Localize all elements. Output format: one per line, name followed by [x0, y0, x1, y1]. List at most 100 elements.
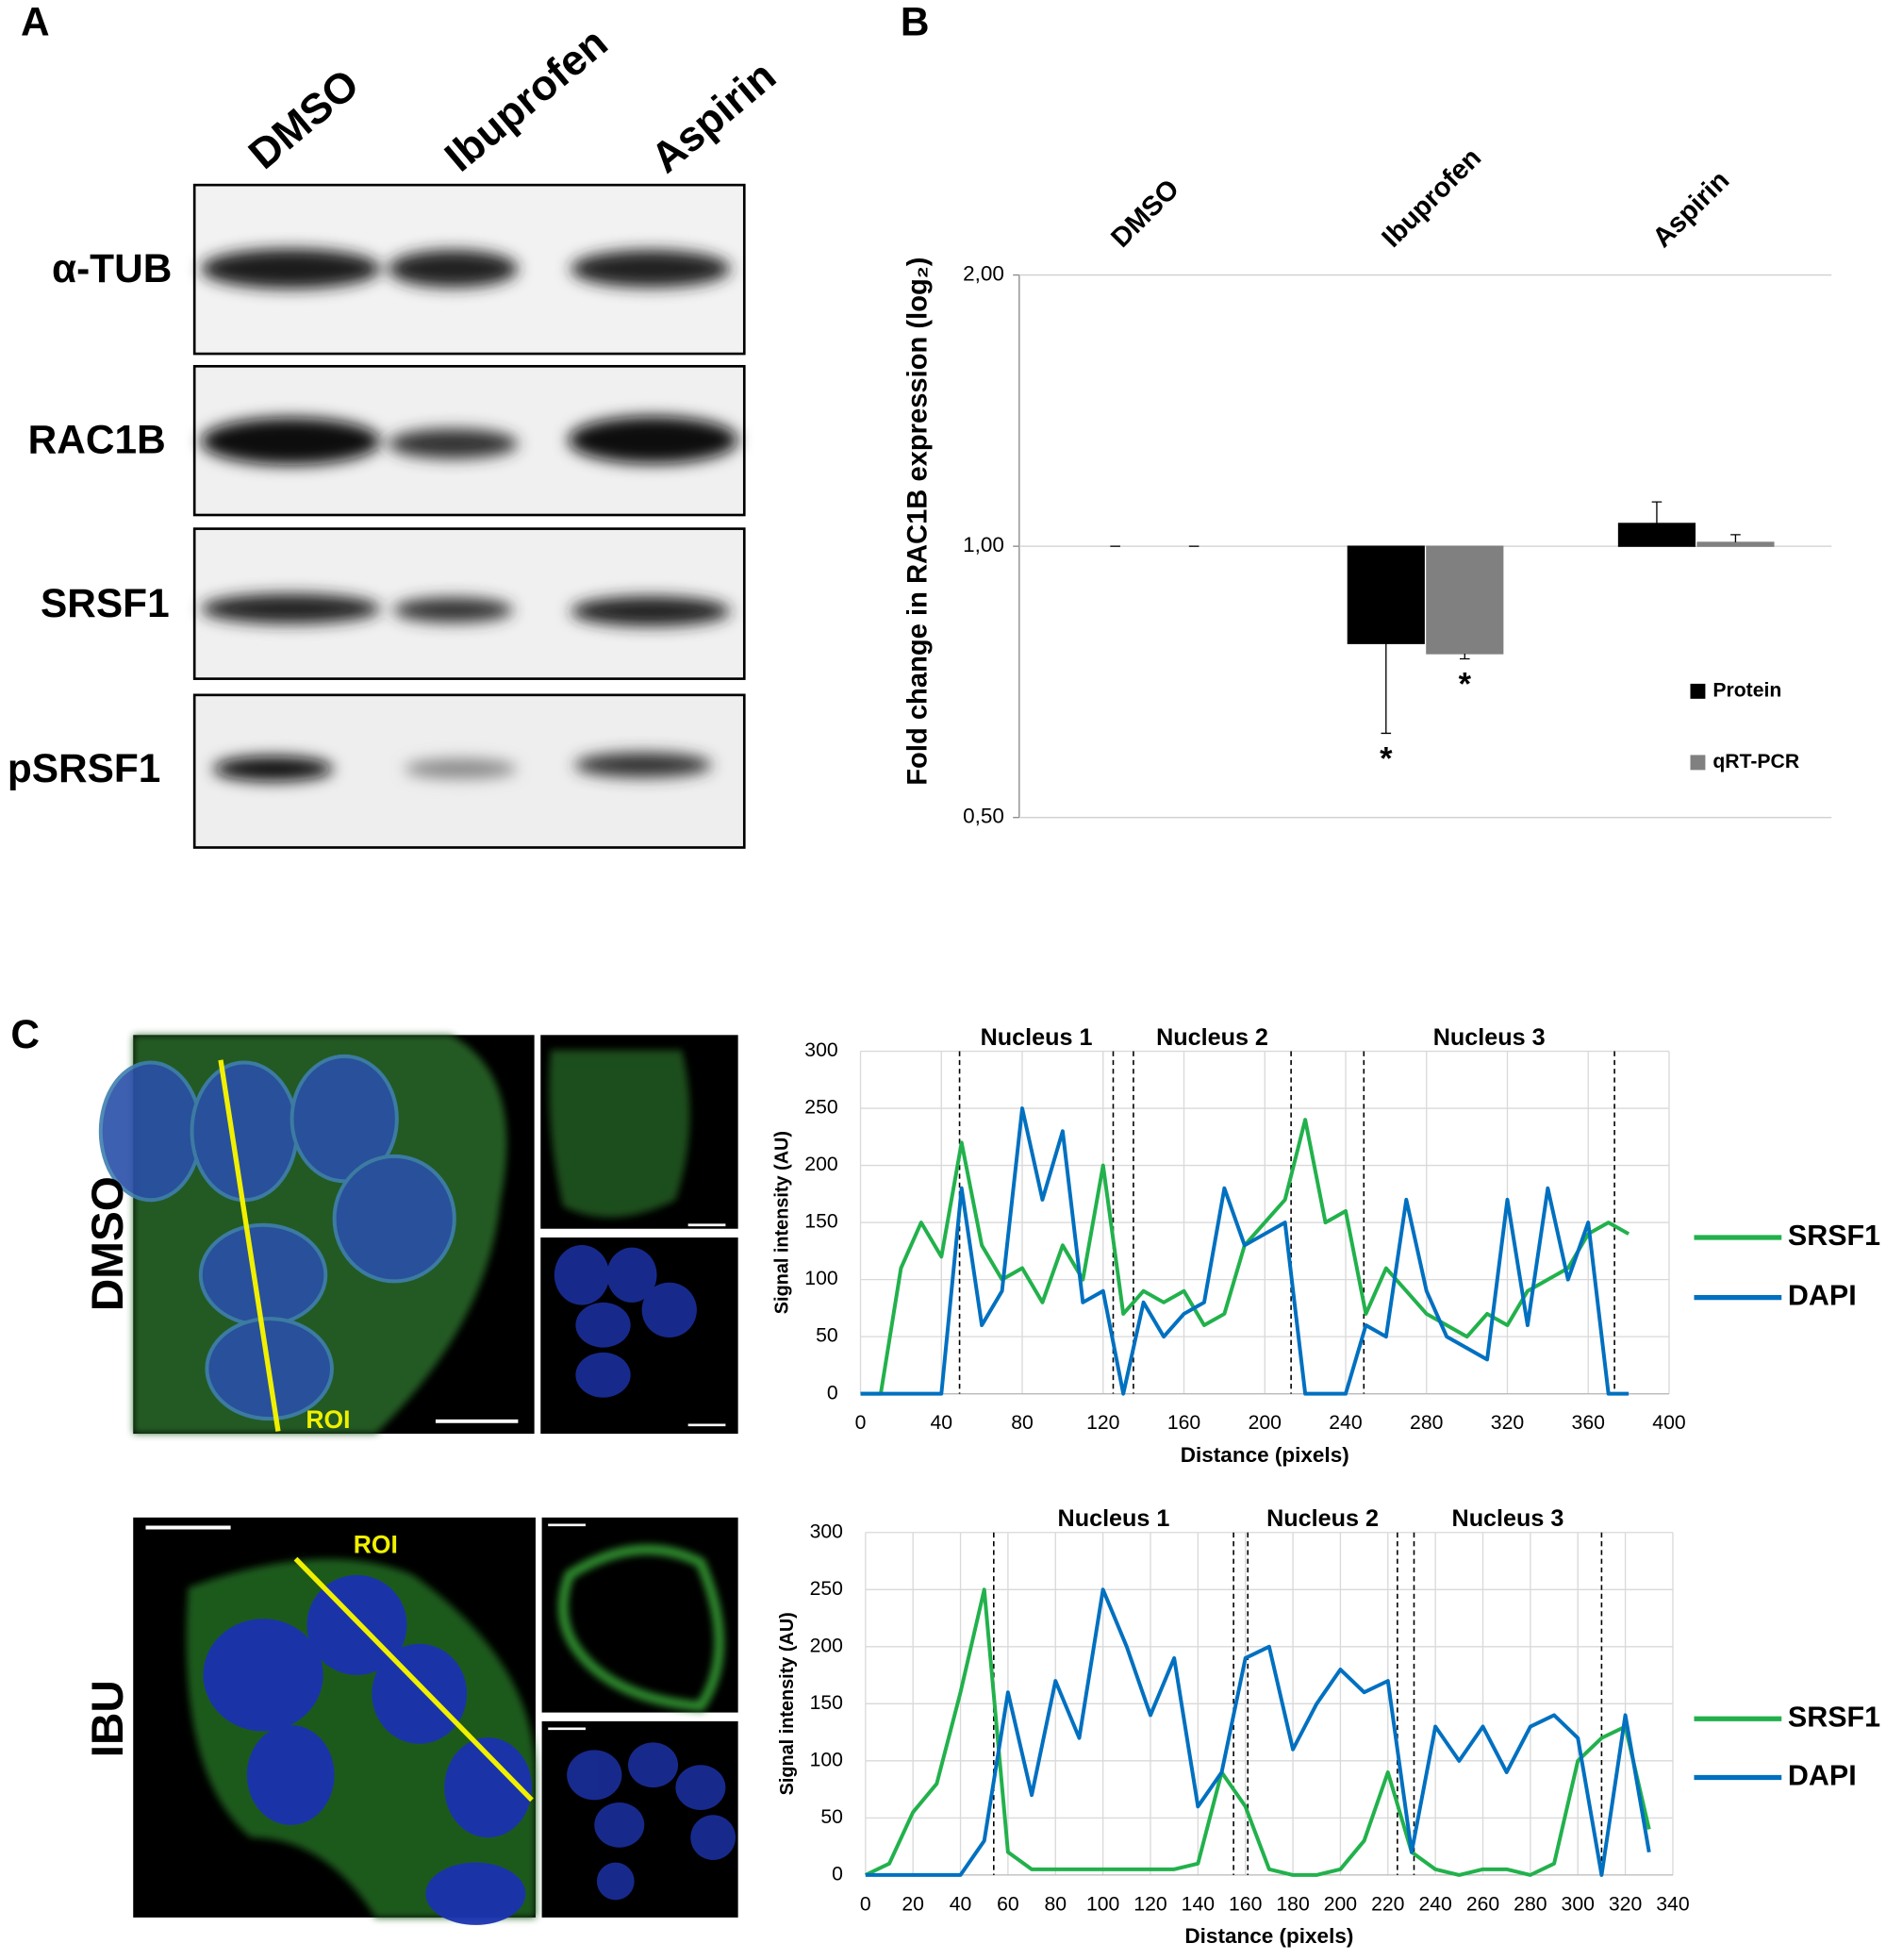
y-tick-label: 0,50: [963, 805, 1004, 828]
x-tick-label: Aspirin: [1647, 165, 1736, 254]
y-tick-label: 0: [827, 1382, 838, 1404]
condition-label: DMSO: [83, 1176, 133, 1311]
x-tick-label: 160: [1229, 1893, 1262, 1915]
bar: [1347, 545, 1425, 644]
x-tick-label: 120: [1086, 1412, 1119, 1434]
x-tick-label: 240: [1329, 1412, 1362, 1434]
y-tick-label: 150: [804, 1211, 837, 1233]
lane-label: Aspirin: [641, 51, 785, 182]
region-label: Nucleus 1: [1058, 1505, 1170, 1532]
condition-label: IBU: [83, 1680, 133, 1757]
data-line: [865, 1587, 1651, 1877]
data-line: [864, 1587, 1651, 1877]
x-tick-label: 320: [1491, 1412, 1524, 1434]
region-label: Nucleus 3: [1452, 1505, 1564, 1532]
y-tick-label: 300: [804, 1039, 837, 1061]
x-tick-label: 360: [1572, 1412, 1605, 1434]
x-tick-label: 400: [1652, 1412, 1685, 1434]
legend-label: DAPI: [1788, 1760, 1857, 1792]
x-tick-label: 340: [1656, 1893, 1689, 1915]
lane-label: Ibuprofen: [436, 18, 617, 181]
x-tick-label: 300: [1562, 1893, 1595, 1915]
panel-letter: A: [21, 0, 50, 44]
data-line: [860, 1106, 1630, 1396]
x-tick-label: 0: [855, 1412, 867, 1434]
x-tick-label: 260: [1466, 1893, 1499, 1915]
x-tick-label: Ibuprofen: [1377, 142, 1488, 254]
y-tick-label: 200: [804, 1154, 837, 1175]
x-tick-label: 220: [1371, 1893, 1404, 1915]
x-tick-label: 80: [1044, 1893, 1067, 1915]
y-tick-label: 50: [820, 1806, 843, 1828]
lane-label: DMSO: [240, 59, 368, 178]
blot-label: RAC1B: [28, 417, 166, 461]
x-tick-label: 200: [1324, 1893, 1357, 1915]
region-label: Nucleus 3: [1433, 1024, 1546, 1051]
bar: [1617, 523, 1696, 547]
y-tick-label: 100: [810, 1749, 843, 1770]
legend-swatch: [1690, 755, 1706, 771]
y-tick-label: 200: [810, 1635, 843, 1656]
y-tick-label: 100: [804, 1268, 837, 1289]
y-axis-label: Fold change in RAC1B expression (log₂): [903, 257, 934, 786]
x-tick-label: 240: [1418, 1893, 1451, 1915]
error-bar: [1459, 653, 1470, 660]
x-tick-label: 40: [950, 1893, 972, 1915]
x-axis-label: Distance (pixels): [1184, 1924, 1353, 1948]
bar: [1696, 541, 1775, 547]
data-line: [860, 1118, 1630, 1396]
y-tick-label: 250: [804, 1097, 837, 1119]
x-tick-label: 320: [1609, 1893, 1642, 1915]
x-tick-label: 200: [1249, 1412, 1282, 1434]
roi-label: ROI: [306, 1405, 350, 1434]
y-tick-label: 2,00: [963, 262, 1004, 286]
y-tick-label: 50: [816, 1325, 838, 1347]
y-axis-label: Signal intensity (AU): [777, 1612, 798, 1795]
panel-letter: B: [901, 0, 930, 44]
annotation: *: [1459, 667, 1472, 703]
micrograph-dmso: ROI DMSO: [83, 1035, 738, 1435]
western-blot: DMSO Ibuprofen Aspirin α-TUB RAC1B SRSF1…: [8, 18, 785, 849]
x-tick-label: 20: [902, 1893, 924, 1915]
x-tick-label: 160: [1167, 1412, 1200, 1434]
legend-label: qRT-PCR: [1712, 751, 1799, 772]
error-bar: [1651, 501, 1663, 523]
x-tick-label: 100: [1086, 1893, 1119, 1915]
y-tick-label: 1,00: [963, 533, 1004, 556]
x-tick-label: 280: [1514, 1893, 1547, 1915]
error-bar: [1730, 534, 1741, 543]
panel-letter: C: [10, 1012, 40, 1056]
x-tick-label: 120: [1133, 1893, 1166, 1915]
bar: [1426, 545, 1504, 655]
x-tick-label: 40: [930, 1412, 952, 1434]
micrograph-ibu: ROI IBU: [83, 1517, 738, 1925]
region-label: Nucleus 1: [981, 1024, 1093, 1051]
x-tick-label: 60: [997, 1893, 1019, 1915]
legend-swatch: [1690, 683, 1706, 699]
legend-label: SRSF1: [1788, 1220, 1880, 1252]
y-axis-label: Signal intensity (AU): [772, 1131, 793, 1314]
blot-label: α-TUB: [52, 246, 172, 291]
x-tick-label: 80: [1011, 1412, 1034, 1434]
legend-label: DAPI: [1788, 1280, 1857, 1312]
x-tick-label: 180: [1276, 1893, 1309, 1915]
legend-label: SRSF1: [1788, 1701, 1880, 1733]
legend-label: Protein: [1712, 679, 1781, 701]
roi-label: ROI: [354, 1530, 398, 1558]
blot-label: SRSF1: [41, 581, 170, 625]
region-label: Nucleus 2: [1156, 1024, 1268, 1051]
region-label: Nucleus 2: [1266, 1505, 1379, 1532]
x-tick-label: DMSO: [1105, 174, 1184, 253]
x-tick-label: 140: [1182, 1893, 1215, 1915]
y-tick-label: 150: [810, 1692, 843, 1714]
blot-label: pSRSF1: [8, 746, 161, 790]
y-tick-label: 0: [832, 1863, 843, 1885]
x-tick-label: 280: [1410, 1412, 1443, 1434]
x-tick-label: 0: [860, 1893, 871, 1915]
y-tick-label: 250: [810, 1578, 843, 1600]
y-tick-label: 300: [810, 1520, 843, 1542]
annotation: *: [1380, 741, 1393, 777]
bands: [200, 248, 738, 782]
